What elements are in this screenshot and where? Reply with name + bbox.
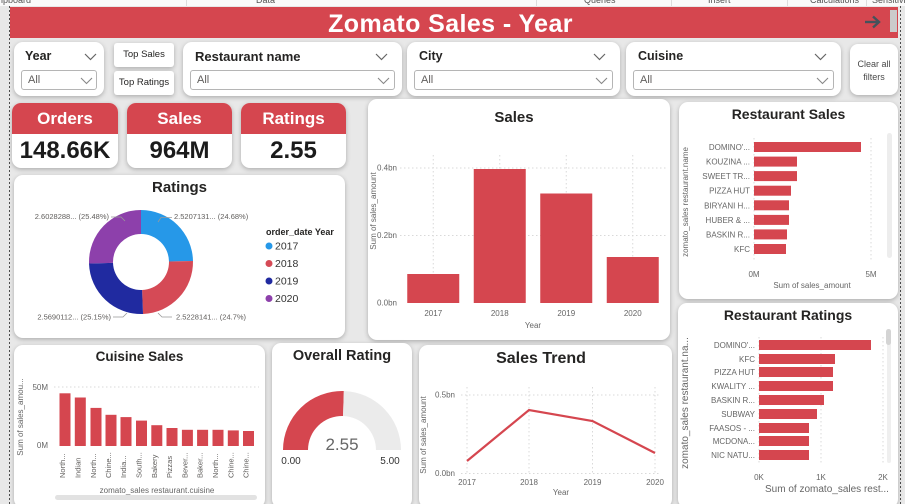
svg-text:zomato_sales restaurant.na...: zomato_sales restaurant.na... xyxy=(680,337,691,469)
svg-text:Sum of sales_amou...: Sum of sales_amou... xyxy=(16,378,25,455)
svg-text:South...: South... xyxy=(135,452,144,478)
svg-text:Sum of sales_amount: Sum of sales_amount xyxy=(419,396,428,474)
svg-text:2017: 2017 xyxy=(458,478,476,487)
svg-text:2020: 2020 xyxy=(275,293,299,305)
svg-text:1K: 1K xyxy=(816,473,826,482)
svg-text:2017: 2017 xyxy=(424,309,442,318)
svg-text:KWALITY ...: KWALITY ... xyxy=(711,382,755,391)
svg-text:0M: 0M xyxy=(37,441,48,450)
svg-text:5.00: 5.00 xyxy=(380,456,400,467)
svg-text:Bakery: Bakery xyxy=(150,454,159,478)
svg-text:Year: Year xyxy=(553,488,570,497)
svg-text:Sum of zomato_sales rest...: Sum of zomato_sales rest... xyxy=(765,484,889,495)
svg-text:0.5bn: 0.5bn xyxy=(435,391,455,400)
svg-text:2019: 2019 xyxy=(557,309,575,318)
svg-text:KFC: KFC xyxy=(734,245,750,254)
svg-text:zomato_sales restaurant.name: zomato_sales restaurant.name xyxy=(681,147,690,257)
svg-text:2018: 2018 xyxy=(275,258,299,270)
svg-text:HUBER & ...: HUBER & ... xyxy=(706,216,750,225)
svg-text:FAASOS - ...: FAASOS - ... xyxy=(709,424,755,433)
svg-text:KOUZINA ...: KOUZINA ... xyxy=(706,158,750,167)
svg-text:5M: 5M xyxy=(865,270,876,279)
svg-text:Pizzas: Pizzas xyxy=(165,456,174,478)
svg-text:BASKIN R...: BASKIN R... xyxy=(706,230,750,239)
svg-text:BIRYANI H...: BIRYANI H... xyxy=(704,201,750,210)
svg-text:2020: 2020 xyxy=(646,478,664,487)
svg-text:DOMINO'...: DOMINO'... xyxy=(709,143,750,152)
svg-text:0.4bn: 0.4bn xyxy=(377,164,397,173)
svg-text:order_date Year: order_date Year xyxy=(266,227,334,237)
svg-text:Sum of sales_amount: Sum of sales_amount xyxy=(369,172,378,250)
svg-text:0M: 0M xyxy=(748,270,759,279)
svg-text:SWEET TR...: SWEET TR... xyxy=(702,172,750,181)
svg-text:Baker...: Baker... xyxy=(196,453,205,478)
svg-text:North...: North... xyxy=(58,453,67,478)
svg-text:2018: 2018 xyxy=(491,309,509,318)
svg-text:2.5207131... (24.68%): 2.5207131... (24.68%) xyxy=(174,212,249,221)
svg-text:2018: 2018 xyxy=(520,478,538,487)
svg-text:BASKIN R...: BASKIN R... xyxy=(711,396,755,405)
svg-text:0K: 0K xyxy=(754,473,764,482)
svg-text:PIZZA HUT: PIZZA HUT xyxy=(714,368,755,377)
svg-text:2.5228141... (24.7%): 2.5228141... (24.7%) xyxy=(176,313,247,322)
svg-text:2019: 2019 xyxy=(275,276,299,288)
svg-text:North...: North... xyxy=(89,453,98,478)
svg-text:KFC: KFC xyxy=(739,355,755,364)
svg-text:zomato_sales restaurant.cuisin: zomato_sales restaurant.cuisine xyxy=(100,486,215,495)
svg-text:2.55: 2.55 xyxy=(325,435,358,454)
svg-text:0.0bn: 0.0bn xyxy=(435,469,455,478)
svg-text:PIZZA HUT: PIZZA HUT xyxy=(709,187,750,196)
svg-text:North...: North... xyxy=(211,453,220,478)
svg-text:India...: India... xyxy=(119,455,128,478)
svg-text:MCDONA...: MCDONA... xyxy=(713,437,755,446)
svg-text:DOMINO'...: DOMINO'... xyxy=(714,341,755,350)
svg-text:2.5690112... (25.15%): 2.5690112... (25.15%) xyxy=(37,313,111,322)
svg-text:2.6028288... (25.48%): 2.6028288... (25.48%) xyxy=(35,212,110,221)
svg-text:Sum of sales_amount: Sum of sales_amount xyxy=(773,281,851,290)
svg-text:SUBWAY: SUBWAY xyxy=(721,410,755,419)
svg-text:0.0bn: 0.0bn xyxy=(377,299,397,308)
svg-text:Chine...: Chine... xyxy=(242,452,251,478)
svg-text:NIC NATU...: NIC NATU... xyxy=(711,451,755,460)
svg-text:2019: 2019 xyxy=(584,478,602,487)
svg-text:0.00: 0.00 xyxy=(281,456,301,467)
svg-text:Year: Year xyxy=(525,321,542,330)
svg-text:0.2bn: 0.2bn xyxy=(377,231,397,240)
svg-text:50M: 50M xyxy=(32,383,48,392)
svg-text:2017: 2017 xyxy=(275,241,299,253)
svg-text:Chine...: Chine... xyxy=(104,452,113,478)
svg-text:Indian: Indian xyxy=(73,458,82,478)
svg-text:2K: 2K xyxy=(878,473,888,482)
svg-text:Bever...: Bever... xyxy=(180,453,189,478)
svg-text:2020: 2020 xyxy=(624,309,642,318)
svg-text:Chine...: Chine... xyxy=(226,452,235,478)
